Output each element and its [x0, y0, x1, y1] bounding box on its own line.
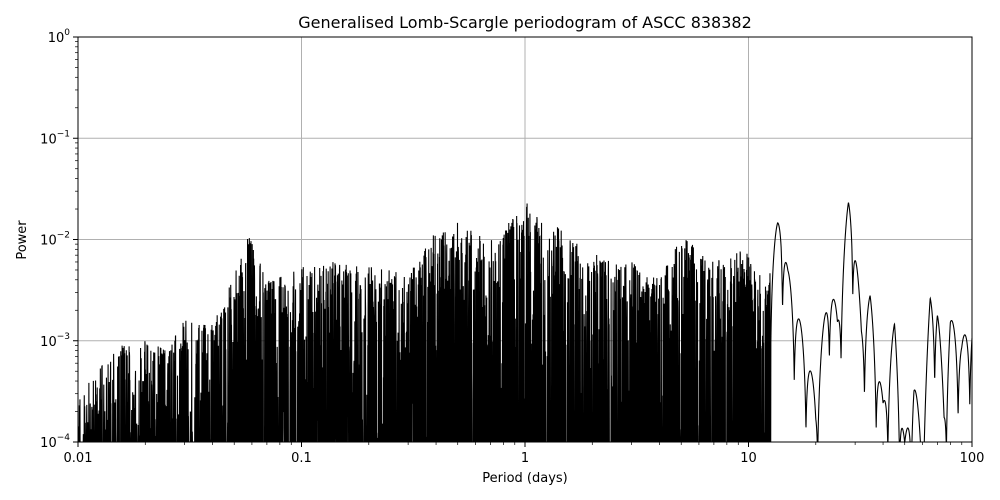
axis-ticks: 0.01 0.1 1 10 100 10−4 10−3 10−2 10−1 100	[40, 28, 984, 466]
y-tick-label: 10−3	[40, 332, 70, 350]
x-tick-label: 0.01	[64, 451, 93, 466]
y-tick-label: 10−1	[40, 129, 70, 147]
y-tick-label: 10−4	[40, 433, 70, 451]
x-tick-label: 10	[740, 451, 757, 466]
x-axis-label: Period (days)	[482, 471, 568, 486]
x-tick-label: 0.1	[291, 451, 312, 466]
x-tick-label: 1	[521, 451, 529, 466]
y-axis-label: Power	[15, 220, 30, 260]
y-tick-label: 10−2	[40, 231, 70, 249]
chart-title: Generalised Lomb-Scargle periodogram of …	[298, 13, 752, 32]
y-tick-label: 100	[48, 28, 71, 46]
x-tick-label: 100	[960, 451, 985, 466]
